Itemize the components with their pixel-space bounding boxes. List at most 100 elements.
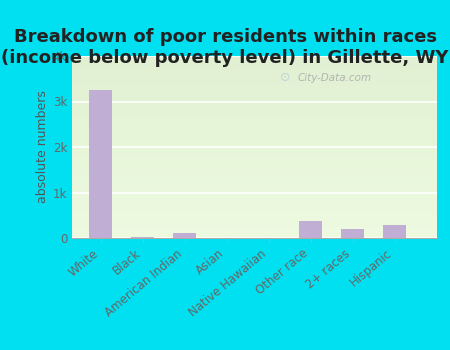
Bar <box>72 58 436 60</box>
Bar <box>72 114 436 116</box>
Bar <box>72 154 436 156</box>
Bar <box>72 134 436 136</box>
Bar <box>72 167 436 169</box>
Bar <box>72 158 436 160</box>
Bar <box>72 229 436 231</box>
Bar <box>72 174 436 176</box>
Bar <box>90 90 112 238</box>
Bar <box>72 125 436 127</box>
Bar <box>72 132 436 134</box>
Bar <box>72 200 436 202</box>
Bar <box>72 71 436 72</box>
Bar <box>72 82 436 83</box>
Bar <box>72 74 436 76</box>
Bar <box>72 118 436 120</box>
Bar <box>72 89 436 91</box>
Bar <box>72 180 436 182</box>
Bar <box>72 209 436 211</box>
Bar <box>72 178 436 180</box>
Bar <box>72 220 436 222</box>
Bar <box>72 176 436 178</box>
Bar <box>72 76 436 78</box>
Bar <box>72 123 436 125</box>
Bar <box>72 129 436 131</box>
Bar <box>72 56 436 58</box>
Bar <box>72 85 436 87</box>
Bar <box>72 100 436 101</box>
Bar <box>72 91 436 92</box>
Bar <box>72 227 436 229</box>
Bar <box>72 182 436 183</box>
Bar <box>72 120 436 121</box>
Bar <box>72 216 436 218</box>
Bar <box>72 207 436 209</box>
Bar <box>72 94 436 96</box>
Bar <box>341 229 364 238</box>
Bar <box>72 112 436 114</box>
Bar <box>299 221 322 238</box>
Bar <box>72 65 436 67</box>
Bar <box>72 127 436 129</box>
Text: City-Data.com: City-Data.com <box>298 73 372 83</box>
Bar <box>72 102 436 103</box>
Bar <box>72 214 436 216</box>
Bar <box>173 233 196 238</box>
Bar <box>72 163 436 165</box>
Bar <box>131 237 154 238</box>
Bar <box>72 78 436 80</box>
Bar <box>72 232 436 234</box>
Bar <box>72 69 436 71</box>
Bar <box>72 196 436 198</box>
Bar <box>72 165 436 167</box>
Bar <box>72 223 436 225</box>
Bar <box>72 156 436 158</box>
Bar <box>72 149 436 150</box>
Bar <box>72 144 436 145</box>
Text: ⊙: ⊙ <box>280 71 290 84</box>
Bar <box>72 63 436 65</box>
Bar <box>72 198 436 200</box>
Text: Breakdown of poor residents within races
(income below poverty level) in Gillett: Breakdown of poor residents within races… <box>1 28 449 67</box>
Bar <box>72 191 436 192</box>
Bar <box>72 131 436 132</box>
Bar <box>72 116 436 118</box>
Bar <box>72 62 436 63</box>
Bar <box>72 218 436 220</box>
Bar <box>72 145 436 147</box>
Bar <box>72 105 436 107</box>
Bar <box>72 150 436 153</box>
Bar <box>72 140 436 141</box>
Bar <box>383 225 406 238</box>
Bar <box>72 193 436 194</box>
Bar <box>72 103 436 105</box>
Bar <box>72 98 436 100</box>
Bar <box>72 96 436 98</box>
Bar <box>72 92 436 94</box>
Bar <box>72 136 436 138</box>
Bar <box>72 211 436 212</box>
Bar <box>72 67 436 69</box>
Bar <box>72 111 436 112</box>
Bar <box>72 171 436 173</box>
Bar <box>72 202 436 203</box>
Bar <box>72 121 436 123</box>
Y-axis label: absolute numbers: absolute numbers <box>36 91 49 203</box>
Bar <box>72 173 436 174</box>
Bar <box>72 153 436 154</box>
Bar <box>72 194 436 196</box>
Bar <box>72 83 436 85</box>
Bar <box>72 231 436 232</box>
Bar <box>72 107 436 109</box>
Bar <box>72 185 436 187</box>
Bar <box>72 162 436 163</box>
Bar <box>72 183 436 185</box>
Bar <box>72 169 436 171</box>
Bar <box>72 60 436 62</box>
Bar <box>72 141 436 144</box>
Bar <box>72 147 436 149</box>
Bar <box>72 236 436 238</box>
Bar <box>72 203 436 205</box>
Bar <box>72 225 436 227</box>
Bar <box>72 234 436 236</box>
Bar <box>72 205 436 207</box>
